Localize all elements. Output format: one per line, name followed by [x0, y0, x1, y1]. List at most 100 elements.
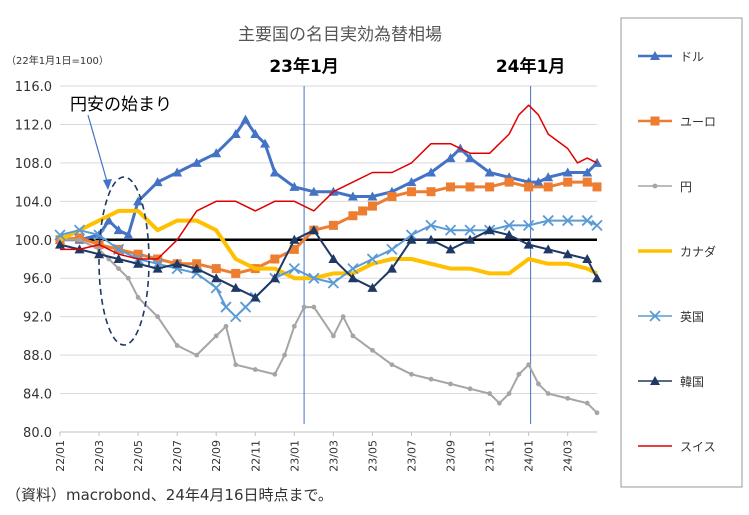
point-marker	[504, 177, 514, 187]
point-marker-stroke	[366, 253, 379, 265]
point-marker	[565, 395, 571, 401]
point-marker	[272, 371, 278, 377]
point-marker	[562, 249, 573, 259]
point-marker	[250, 292, 261, 302]
point-marker	[367, 282, 378, 292]
point-marker	[409, 371, 414, 377]
point-marker	[426, 187, 436, 197]
point-marker	[367, 191, 378, 201]
point-marker	[652, 183, 658, 189]
point-marker-stroke	[562, 214, 574, 227]
x-tick-label: 23/05	[366, 440, 379, 472]
point-marker-stroke	[210, 282, 222, 294]
x-tick-label: 23/07	[405, 440, 418, 472]
point-marker	[340, 314, 346, 320]
point-marker-stroke	[542, 214, 554, 227]
x-tick-label: 22/03	[93, 440, 106, 472]
point-marker	[582, 254, 593, 263]
point-marker	[194, 352, 200, 358]
point-marker	[358, 206, 368, 216]
point-marker	[289, 181, 300, 191]
point-marker	[406, 177, 417, 187]
point-marker	[113, 254, 124, 263]
point-marker	[389, 362, 395, 368]
series-スイス	[60, 104, 598, 260]
point-marker	[73, 224, 86, 236]
point-marker	[211, 148, 222, 158]
point-marker	[308, 225, 319, 235]
y-tick-label: 104.0	[15, 195, 52, 210]
y-tick-label: 88.0	[23, 349, 52, 364]
y-tick-label: 84.0	[23, 388, 52, 403]
point-marker	[230, 282, 241, 292]
point-marker	[582, 167, 593, 177]
point-marker	[240, 114, 251, 124]
legend-item: 円	[638, 180, 692, 194]
legend-item: カナダ	[638, 244, 716, 259]
point-marker	[328, 220, 338, 230]
point-marker	[230, 311, 242, 323]
point-marker	[386, 243, 398, 256]
point-marker-stroke	[523, 219, 535, 231]
point-marker	[465, 182, 475, 192]
x-tick-label: 23/09	[445, 440, 458, 472]
point-marker	[123, 229, 134, 239]
point-marker	[523, 239, 534, 249]
point-marker	[543, 172, 554, 182]
annotation-arrow	[87, 114, 109, 186]
legend-label: ユーロ	[680, 115, 716, 129]
point-marker	[103, 215, 114, 225]
point-marker	[543, 244, 554, 254]
series-カナダ	[59, 208, 598, 281]
point-marker-stroke	[503, 219, 515, 231]
series-line	[60, 118, 599, 242]
point-marker	[445, 153, 456, 163]
point-marker	[133, 249, 143, 259]
point-marker-stroke	[649, 310, 661, 322]
y-tick-label: 100.0	[15, 234, 52, 249]
point-marker	[191, 157, 202, 167]
legend-label: 円	[680, 180, 692, 194]
point-marker	[191, 263, 202, 273]
point-marker	[428, 376, 434, 382]
y-axis-ticks: 116.0 112.0 108.0 104.0 100.0 96.0 92.0 88.0 84.…	[15, 80, 52, 441]
point-marker	[133, 196, 144, 206]
point-marker	[581, 214, 593, 227]
point-marker-stroke	[327, 277, 340, 289]
point-marker	[426, 167, 437, 177]
point-marker	[516, 371, 522, 377]
point-marker	[291, 323, 297, 329]
point-marker	[582, 177, 592, 187]
point-marker	[536, 381, 541, 387]
legend-item: 英国	[638, 310, 704, 324]
point-marker	[650, 376, 660, 385]
point-marker	[506, 391, 512, 396]
point-marker-stroke	[386, 243, 398, 256]
vline-label: 23年1月	[269, 56, 339, 77]
point-marker	[239, 301, 252, 313]
series-韓国	[55, 225, 602, 302]
point-marker	[328, 254, 339, 263]
source-note: （資料）macrobond、24年4月16日時点まで。	[6, 486, 333, 504]
point-marker	[591, 219, 603, 231]
point-marker	[584, 400, 590, 406]
point-marker	[542, 214, 554, 227]
x-tick-label: 23/01	[288, 440, 301, 472]
point-marker	[370, 347, 375, 353]
legend-item: 韓国	[638, 375, 704, 389]
point-marker	[426, 234, 437, 244]
point-marker	[350, 333, 356, 339]
point-marker	[133, 258, 144, 268]
series-line	[59, 208, 598, 281]
point-marker	[347, 262, 359, 275]
series-lines	[54, 104, 603, 416]
point-marker	[233, 362, 239, 368]
point-marker	[220, 301, 232, 313]
point-marker	[230, 129, 241, 139]
point-marker	[650, 116, 660, 126]
point-marker	[496, 400, 502, 406]
x-tick-label: 24/01	[523, 440, 536, 472]
point-marker	[231, 268, 241, 278]
point-marker	[210, 282, 222, 294]
legend-label: 英国	[680, 310, 704, 324]
